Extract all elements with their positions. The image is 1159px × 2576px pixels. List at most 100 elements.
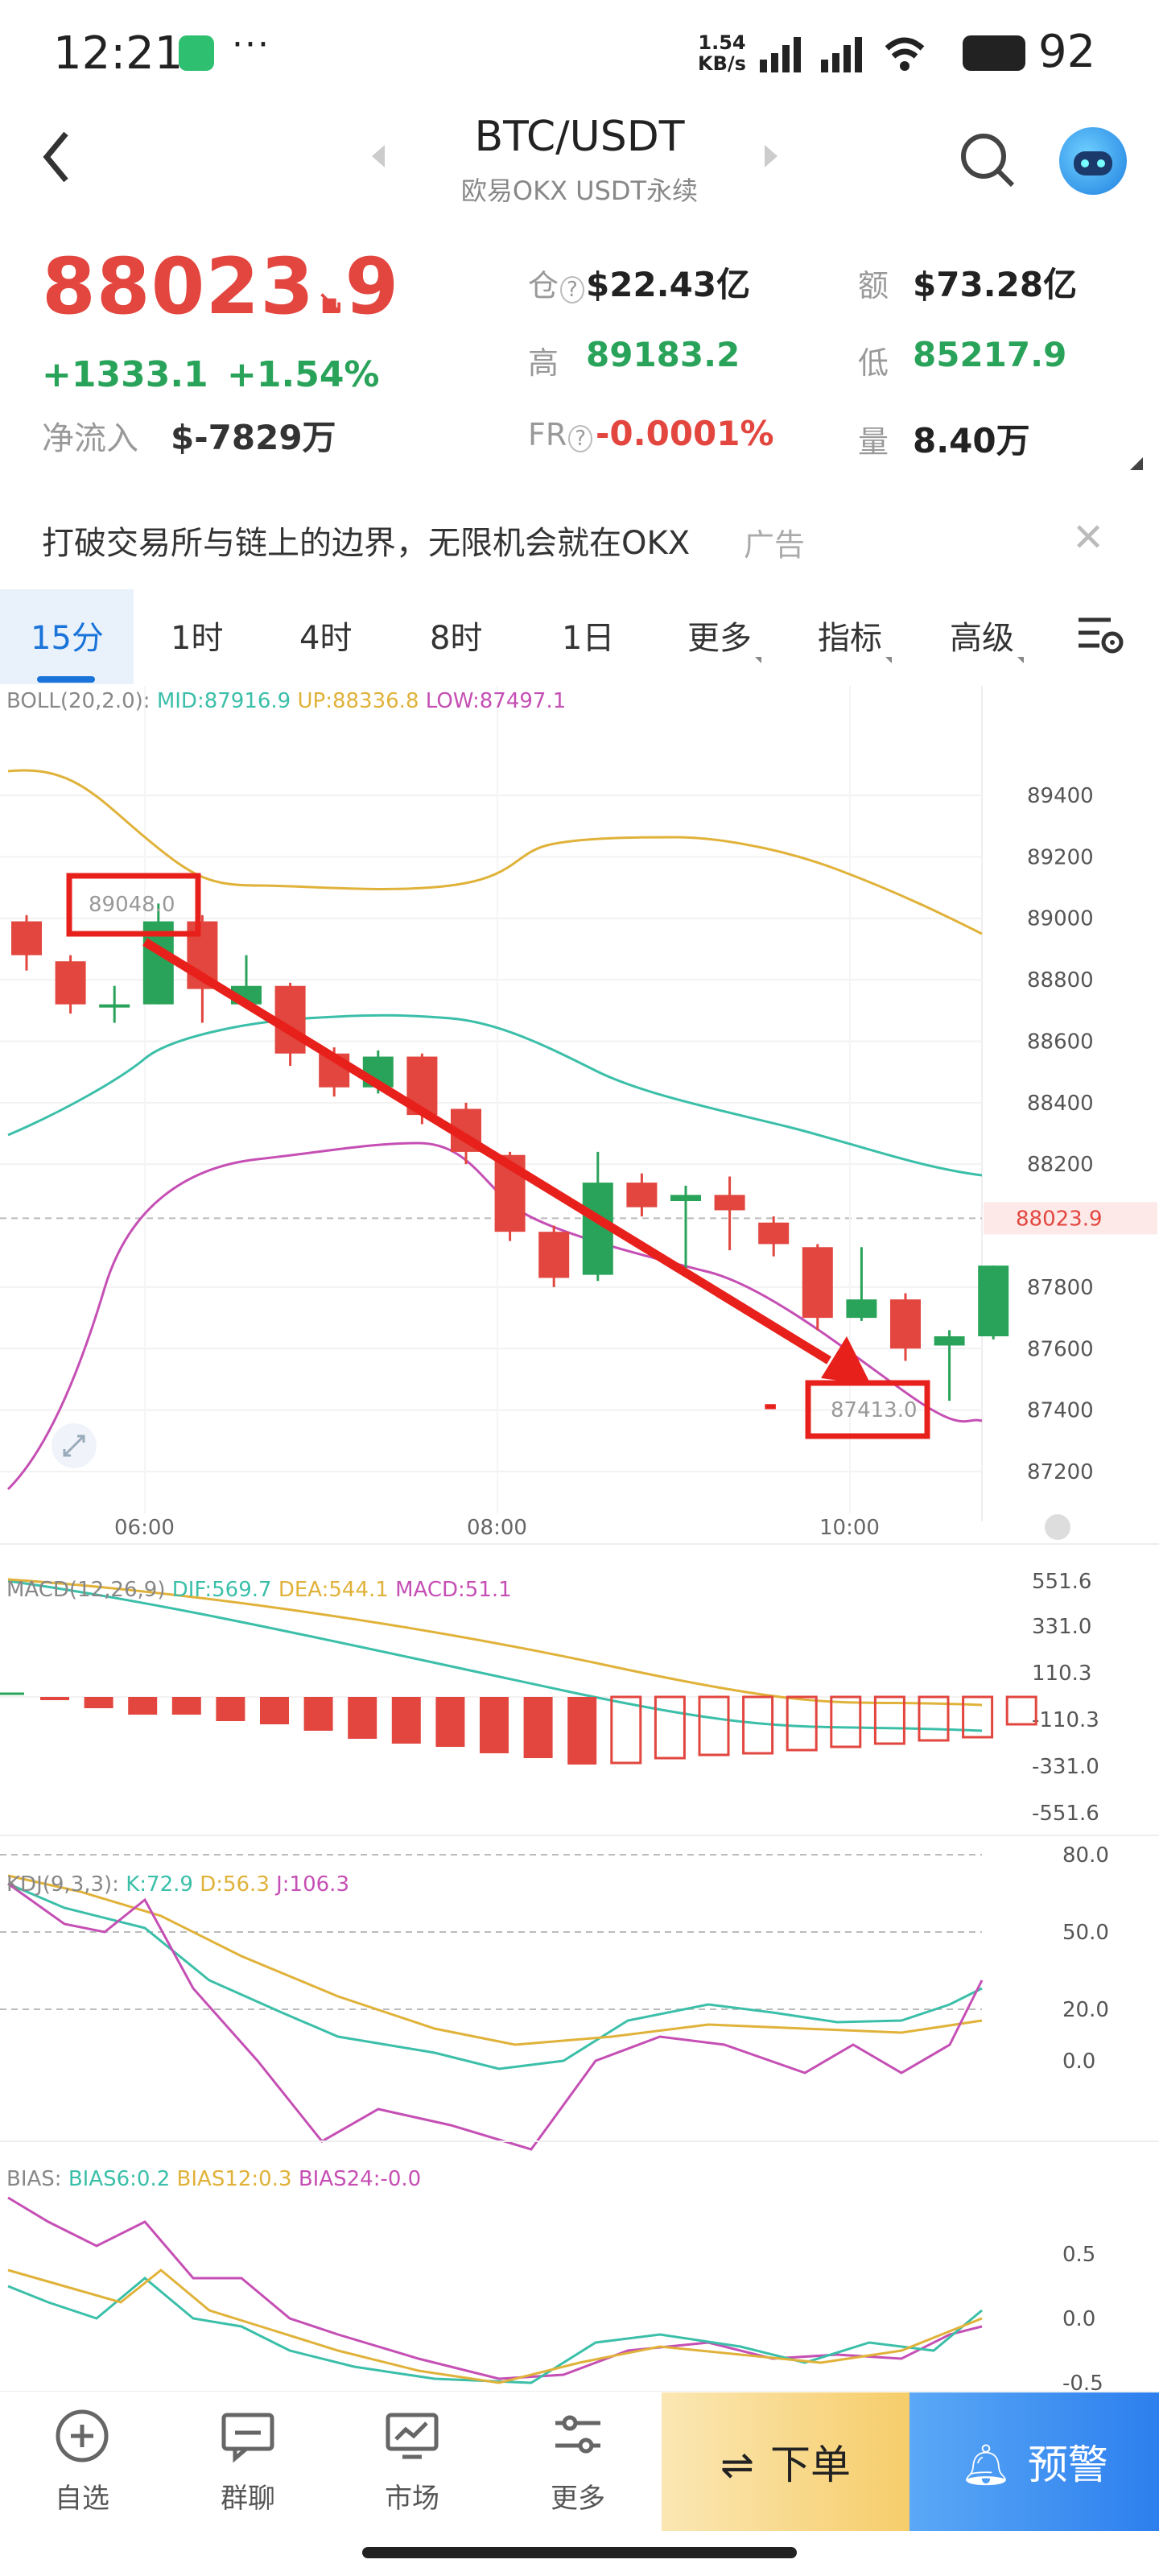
price-tick: 89400	[1027, 784, 1094, 808]
macd-bar	[171, 1697, 201, 1715]
macd-bar	[216, 1697, 245, 1721]
kdj-legend: KDJ(9,3,3): K:72.9 D:56.3 J:106.3	[6, 1872, 349, 1897]
signal-wifi-icon	[760, 37, 925, 72]
expand-corner-icon[interactable]	[1130, 457, 1143, 470]
macd-bar	[918, 1695, 950, 1742]
bias-tick: -0.5	[1062, 2372, 1103, 2392]
tab-4h[interactable]: 4时	[299, 620, 353, 657]
chat-icon	[221, 2413, 274, 2463]
search-icon[interactable]	[958, 130, 1019, 192]
kdj-d-line	[7, 1874, 983, 2046]
macd-bar	[40, 1697, 69, 1700]
close-icon[interactable]: ✕	[1072, 515, 1105, 560]
price-tick: 88200	[1027, 1153, 1094, 1177]
price-tick: 89200	[1027, 845, 1094, 869]
macd-legend: MACD(12,26,9) DIF:569.7 DEA:544.1 MACD:5…	[6, 1578, 512, 1602]
candle	[670, 1195, 701, 1201]
annotation-high-box	[66, 873, 201, 937]
candle	[714, 1195, 745, 1211]
price-tick: 88600	[1027, 1030, 1094, 1054]
high-label: 高	[528, 345, 559, 381]
macd-tick: 110.3	[1032, 1662, 1091, 1686]
volume-value: 8.40万	[913, 421, 1030, 460]
macd-tick: 551.6	[1032, 1570, 1091, 1594]
candle	[846, 1299, 877, 1319]
place-order-label[interactable]: ⇌ 下单	[720, 2442, 851, 2488]
info-icon: ?	[560, 276, 584, 303]
price-tick: 89000	[1027, 907, 1094, 931]
tab-1d[interactable]: 1日	[562, 620, 615, 657]
add-watchlist-icon	[56, 2409, 109, 2462]
price-tick: 87400	[1027, 1399, 1094, 1423]
place-order-button[interactable]	[662, 2392, 909, 2531]
swap-icon: ⇌	[720, 2442, 754, 2488]
pair-title[interactable]: BTC/USDT	[474, 113, 685, 161]
last-price: 88023.9	[42, 242, 400, 332]
macd-bar	[303, 1697, 333, 1731]
macd-bar	[348, 1697, 377, 1739]
macd-bar	[523, 1697, 553, 1758]
macd-tick: 331.0	[1032, 1615, 1091, 1639]
kdj-j-line	[7, 1882, 984, 2151]
macd-bar	[962, 1695, 994, 1739]
nav-watchlist[interactable]: 自选	[26, 2407, 138, 2516]
macd-bar	[654, 1695, 686, 1760]
tab-more[interactable]: 更多	[687, 612, 761, 663]
turnover-value: $73.28亿	[913, 265, 1078, 304]
status-time: 12:21	[53, 27, 184, 80]
chart-settings-icon[interactable]	[1075, 613, 1125, 658]
macd-tick: -110.3	[1032, 1708, 1099, 1732]
price-tick: 88800	[1027, 968, 1094, 993]
candle	[802, 1247, 833, 1319]
low-label: 低	[858, 345, 889, 381]
kdj-tick: 50.0	[1062, 1921, 1109, 1945]
tab-indicators[interactable]: 指标	[818, 612, 892, 663]
annotation-arrow-head	[821, 1336, 871, 1385]
nav-more[interactable]: 更多	[522, 2407, 634, 2516]
macd-tick: -551.6	[1032, 1802, 1099, 1826]
low-value: 85217.9	[913, 335, 1067, 374]
open-interest-value: $22.43亿	[586, 265, 751, 304]
change-absolute: +1333.1	[42, 354, 208, 395]
price-alert-label[interactable]: 🔔︎ 预警	[960, 2442, 1108, 2488]
candle	[99, 1004, 130, 1008]
ad-banner-text[interactable]: 打破交易所与链上的边界，无限机会就在OKX	[42, 525, 691, 562]
macd-bar	[610, 1695, 642, 1765]
pair-subtitle: 欧易OKX USDT永续	[460, 175, 699, 206]
macd-bar	[391, 1697, 421, 1744]
macd-bar	[435, 1697, 465, 1747]
macd-tick: -331.0	[1032, 1755, 1099, 1779]
next-pair-icon[interactable]	[765, 145, 777, 167]
tab-1h[interactable]: 1时	[171, 620, 224, 657]
prev-pair-icon[interactable]	[372, 145, 385, 167]
macd-bar	[786, 1695, 818, 1752]
bell-icon: 🔔︎	[960, 2442, 1012, 2488]
assistant-avatar[interactable]	[1059, 127, 1127, 195]
macd-bar	[84, 1697, 113, 1708]
tab-15m[interactable]: 15分	[31, 620, 104, 657]
nav-chat[interactable]: 群聊	[192, 2407, 304, 2516]
macd-bar	[480, 1697, 509, 1753]
annotation-minus: -	[763, 1385, 777, 1426]
battery-level: 92	[1038, 26, 1096, 78]
back-icon[interactable]	[40, 129, 72, 185]
tab-advanced[interactable]: 高级	[950, 612, 1024, 663]
price-down-icon: ↘	[316, 282, 345, 323]
net-inflow-label: 净流入	[42, 420, 138, 457]
last-price-tag-bg	[984, 1202, 1157, 1235]
more-notifications-icon: ···	[232, 24, 270, 65]
more-icon	[555, 2415, 600, 2454]
nav-market[interactable]: 市场	[356, 2407, 468, 2516]
boll-mid-line	[7, 1013, 983, 1177]
candle	[890, 1299, 921, 1349]
price-alert-button[interactable]	[909, 2392, 1159, 2531]
kdj-tick: 20.0	[1062, 1998, 1109, 2022]
boll-legend: BOLL(20,2.0): MID:87916.9 UP:88336.8 LOW…	[6, 689, 567, 713]
macd-bar	[742, 1695, 774, 1755]
tab-8h[interactable]: 8时	[430, 620, 483, 657]
macd-dif-line	[7, 1579, 983, 1732]
open-interest-label: 仓?	[528, 261, 584, 305]
kline-chart[interactable]: 89400 89200 89000 88800 88600 88400 88200 87800…	[0, 686, 1159, 2392]
annotation-arrow-line	[142, 938, 831, 1364]
kdj-tick: 0.0	[1062, 2050, 1095, 2074]
